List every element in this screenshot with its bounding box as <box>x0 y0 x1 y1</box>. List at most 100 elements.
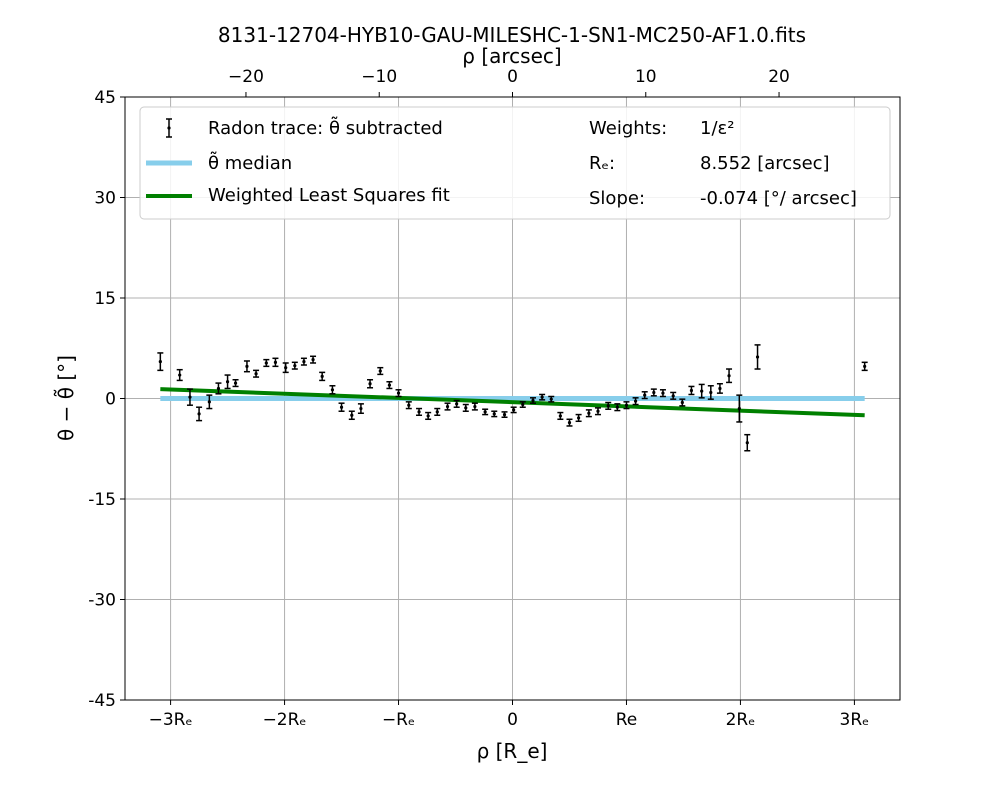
point-marker <box>245 364 249 368</box>
point-marker <box>689 388 694 393</box>
data-point <box>462 403 469 412</box>
point-marker <box>320 374 324 378</box>
point-marker <box>378 369 382 373</box>
point-marker <box>549 397 553 401</box>
data-point <box>386 381 393 390</box>
data-point <box>395 389 402 398</box>
point-marker <box>727 374 731 378</box>
point-marker <box>587 411 591 415</box>
data-point <box>510 406 517 414</box>
x-top-tick-label: 20 <box>768 67 790 87</box>
point-marker <box>709 390 713 395</box>
point-marker <box>521 402 525 407</box>
data-point <box>519 401 526 408</box>
point-marker <box>755 355 760 359</box>
point-marker <box>350 413 354 417</box>
point-marker <box>633 399 638 403</box>
data-point <box>416 407 423 416</box>
data-point <box>754 344 761 370</box>
data-point <box>291 361 298 370</box>
point-marker <box>624 403 629 407</box>
x-top-tick-label: −10 <box>361 67 397 87</box>
fit-layer <box>160 387 865 418</box>
point-marker <box>473 404 477 409</box>
y-tick-label: -15 <box>88 490 116 510</box>
x-top-tick-label: 10 <box>635 67 657 87</box>
legend: Radon trace: θ̃ subtracted θ̃ median Wei… <box>139 106 891 220</box>
point-marker <box>700 389 704 393</box>
point-marker <box>407 403 411 407</box>
data-point <box>716 383 723 394</box>
data-point <box>482 408 489 416</box>
data-point <box>243 360 250 373</box>
data-point <box>444 402 451 411</box>
point-marker <box>426 414 430 418</box>
point-marker <box>417 410 421 414</box>
data-point <box>707 385 714 400</box>
point-marker <box>273 360 278 364</box>
y-tick-label: -30 <box>88 591 116 611</box>
data-point <box>263 358 270 368</box>
point-marker <box>302 360 306 364</box>
data-point <box>557 411 564 421</box>
data-point <box>585 409 592 418</box>
data-point <box>215 382 222 395</box>
point-marker <box>339 405 344 409</box>
point-marker <box>435 410 439 414</box>
data-point <box>548 395 555 403</box>
point-marker <box>264 361 268 365</box>
point-marker <box>615 405 619 409</box>
point-marker <box>492 412 496 416</box>
point-marker <box>567 421 572 425</box>
x-tick-label: 0 <box>507 710 518 730</box>
data-point <box>206 394 213 410</box>
point-marker <box>311 358 315 362</box>
data-point <box>232 378 239 388</box>
data-point <box>453 399 460 408</box>
point-marker <box>863 364 867 368</box>
data-point <box>679 398 686 407</box>
legend-median-label: θ̃ median <box>208 152 292 174</box>
data-point <box>357 403 364 414</box>
x-tick-label: 2Rₑ <box>726 710 756 730</box>
data-point <box>405 401 412 410</box>
point-marker <box>207 400 211 404</box>
data-point <box>196 406 203 422</box>
point-marker <box>225 380 230 384</box>
legend-slope-value: -0.074 [°/ arcsec] <box>700 188 857 209</box>
point-marker <box>643 393 647 397</box>
point-marker <box>387 383 392 387</box>
point-marker <box>197 412 201 416</box>
point-marker <box>606 404 610 408</box>
data-point <box>632 397 639 406</box>
point-marker <box>652 390 656 395</box>
fit-line <box>160 387 865 418</box>
data-point <box>157 352 164 372</box>
legend-box <box>139 106 891 220</box>
data-point <box>434 407 441 416</box>
point-marker <box>745 441 749 445</box>
point-marker <box>359 406 363 411</box>
data-point <box>605 401 612 410</box>
point-marker <box>483 410 487 414</box>
point-marker <box>293 364 297 368</box>
data-point <box>566 418 573 427</box>
data-point <box>623 401 630 410</box>
data-point <box>425 411 432 421</box>
data-point <box>861 361 868 372</box>
data-point <box>310 355 317 364</box>
x-tick-label: −3Rₑ <box>149 710 193 730</box>
data-point <box>253 369 260 378</box>
point-marker <box>661 391 665 395</box>
data-point <box>736 394 743 423</box>
y-tick-label: -45 <box>88 691 116 711</box>
data-point <box>319 371 326 382</box>
data-point <box>575 413 582 423</box>
data-point <box>501 411 508 419</box>
point-marker <box>737 406 741 411</box>
legend-weights-label: Weights: <box>589 118 667 139</box>
data-point <box>659 389 666 398</box>
point-marker <box>718 386 722 391</box>
point-marker <box>158 360 162 364</box>
data-point <box>530 397 537 404</box>
